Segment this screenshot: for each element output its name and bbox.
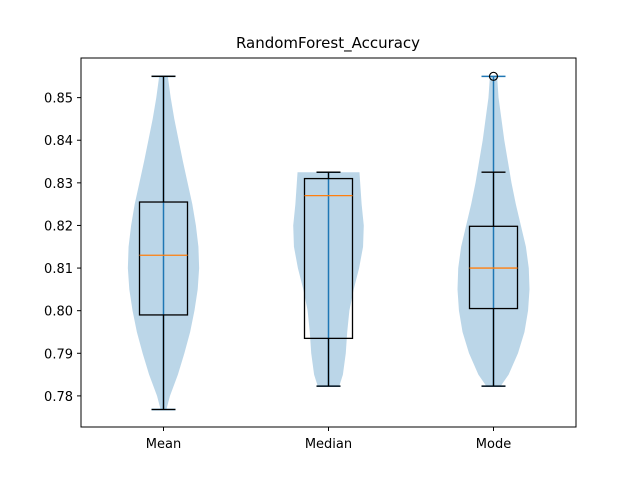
chart-title: RandomForest_Accuracy: [236, 34, 420, 53]
box-iqr: [138, 201, 189, 316]
y-tick-label: 0.82: [44, 219, 73, 234]
x-axis: Mean Median Mode: [146, 427, 511, 452]
x-tick-label: Mode: [476, 437, 511, 452]
y-tick-label: 0.80: [44, 305, 73, 320]
y-tick-label: 0.79: [44, 347, 73, 362]
x-tick-label: Mean: [146, 437, 181, 452]
y-axis: 0.78 0.79 0.80 0.81 0.82 0.83 0.84 0.85: [44, 92, 81, 405]
y-tick-label: 0.84: [44, 134, 73, 149]
y-tick-label: 0.78: [44, 390, 73, 405]
flier-point: [488, 71, 499, 81]
box-iqr: [303, 177, 354, 340]
y-tick-label: 0.83: [44, 177, 73, 192]
plot-frame: [80, 57, 577, 428]
boxes-layer: [138, 71, 519, 411]
y-tick-label: 0.85: [44, 92, 73, 107]
y-tick-label: 0.81: [44, 262, 73, 277]
x-tick-label: Median: [305, 437, 352, 452]
